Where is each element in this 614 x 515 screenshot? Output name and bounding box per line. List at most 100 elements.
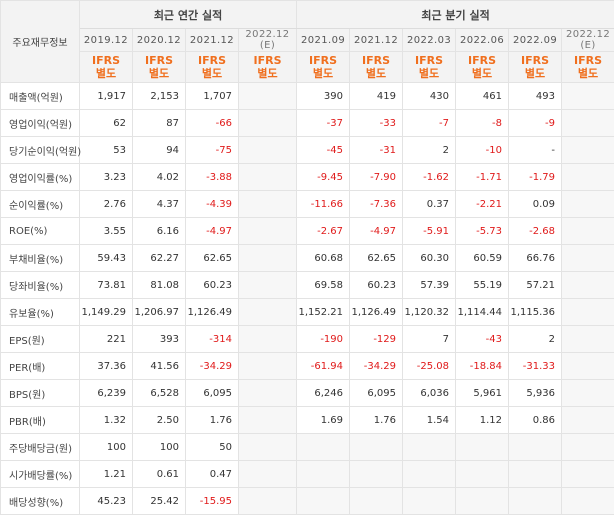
quarter-value-cell [403, 488, 456, 515]
annual-value-cell: 4.37 [133, 191, 186, 218]
annual-value-cell [239, 461, 297, 488]
quarter-value-cell: 1,152.21 [297, 299, 350, 326]
quarter-value-cell: 5,961 [456, 380, 509, 407]
accounting-standard: IFRS [521, 54, 549, 67]
annual-value-cell: 81.08 [133, 272, 186, 299]
row-label: BPS(원) [1, 380, 80, 407]
quarter-value-cell: 1,120.32 [403, 299, 456, 326]
annual-value-cell: 25.42 [133, 488, 186, 515]
annual-value-cell: -34.29 [186, 353, 239, 380]
annual-value-cell [239, 110, 297, 137]
annual-value-cell: -75 [186, 137, 239, 164]
quarter-value-cell [562, 326, 614, 353]
annual-value-cell: -4.97 [186, 218, 239, 245]
quarter-value-cell: 60.68 [297, 245, 350, 272]
period-label: 2019.12 [84, 35, 128, 46]
accounting-standard: IFRS [198, 54, 226, 67]
quarter-value-cell: 60.23 [350, 272, 403, 299]
quarter-value-cell: 0.86 [509, 407, 562, 434]
quarter-value-cell: 2 [403, 137, 456, 164]
statement-basis: 별도 [149, 67, 169, 80]
quarter-value-cell: -18.84 [456, 353, 509, 380]
annual-value-cell: -3.88 [186, 164, 239, 191]
quarter-value-cell: -33 [350, 110, 403, 137]
quarter-value-cell [350, 434, 403, 461]
annual-value-cell: 6.16 [133, 218, 186, 245]
period-label: 2021.09 [301, 35, 345, 46]
row-label: 매출액(억원) [1, 83, 80, 110]
quarter-value-cell: 1,115.36 [509, 299, 562, 326]
quarter-value-cell: -61.94 [297, 353, 350, 380]
statement-basis: 별도 [313, 67, 333, 80]
quarter-value-cell: 2 [509, 326, 562, 353]
annual-value-cell: 6,095 [186, 380, 239, 407]
quarter-period-header: 2022.12(E) [562, 29, 614, 52]
quarter-value-cell: 6,095 [350, 380, 403, 407]
quarter-value-cell: -1.79 [509, 164, 562, 191]
annual-value-cell: 1,149.29 [80, 299, 133, 326]
quarter-group-header: 최근 분기 실적 [297, 1, 614, 29]
annual-value-cell: 100 [80, 434, 133, 461]
statement-basis: 별도 [366, 67, 386, 80]
estimate-mark: (E) [260, 40, 275, 51]
quarter-value-cell: - [509, 137, 562, 164]
quarter-value-cell: -9 [509, 110, 562, 137]
row-label: 유보율(%) [1, 299, 80, 326]
annual-value-cell: 45.23 [80, 488, 133, 515]
quarter-value-cell: 55.19 [456, 272, 509, 299]
statement-basis: 별도 [525, 67, 545, 80]
row-label: 영업이익(억원) [1, 110, 80, 137]
row-label: 시가배당률(%) [1, 461, 80, 488]
quarter-value-cell: -5.91 [403, 218, 456, 245]
quarter-value-cell: -129 [350, 326, 403, 353]
quarter-value-cell: 7 [403, 326, 456, 353]
annual-value-cell: 6,239 [80, 380, 133, 407]
annual-value-cell: 4.02 [133, 164, 186, 191]
row-label: 주당배당금(원) [1, 434, 80, 461]
statement-basis: 별도 [578, 67, 598, 80]
quarter-value-cell: 1.12 [456, 407, 509, 434]
annual-value-cell [239, 164, 297, 191]
period-label: 2022.03 [407, 35, 451, 46]
quarter-value-cell: -45 [297, 137, 350, 164]
row-label: 부채비율(%) [1, 245, 80, 272]
quarter-value-cell [562, 110, 614, 137]
quarter-value-cell: 6,246 [297, 380, 350, 407]
period-label: 2022.12 [566, 29, 610, 40]
annual-value-cell [239, 272, 297, 299]
quarter-value-cell [562, 434, 614, 461]
annual-value-cell [239, 299, 297, 326]
quarter-value-cell: 57.39 [403, 272, 456, 299]
quarter-value-cell [403, 461, 456, 488]
quarter-value-cell [562, 191, 614, 218]
quarter-value-cell: -8 [456, 110, 509, 137]
statement-basis: 별도 [96, 67, 116, 80]
annual-value-cell [239, 245, 297, 272]
quarter-value-cell [350, 488, 403, 515]
quarter-value-cell: -10 [456, 137, 509, 164]
quarter-value-cell: 0.37 [403, 191, 456, 218]
quarter-value-cell: -34.29 [350, 353, 403, 380]
quarter-value-cell [562, 461, 614, 488]
accounting-standard: IFRS [145, 54, 173, 67]
annual-value-cell: 53 [80, 137, 133, 164]
quarter-value-cell: -31.33 [509, 353, 562, 380]
row-label: PER(배) [1, 353, 80, 380]
annual-value-cell: 221 [80, 326, 133, 353]
quarter-value-cell [509, 461, 562, 488]
quarter-value-cell [562, 272, 614, 299]
quarter-value-cell [456, 434, 509, 461]
annual-value-cell: 59.43 [80, 245, 133, 272]
quarter-value-cell: 461 [456, 83, 509, 110]
annual-value-cell: 60.23 [186, 272, 239, 299]
quarter-value-cell: 1,126.49 [350, 299, 403, 326]
accounting-standard: IFRS [254, 54, 282, 67]
